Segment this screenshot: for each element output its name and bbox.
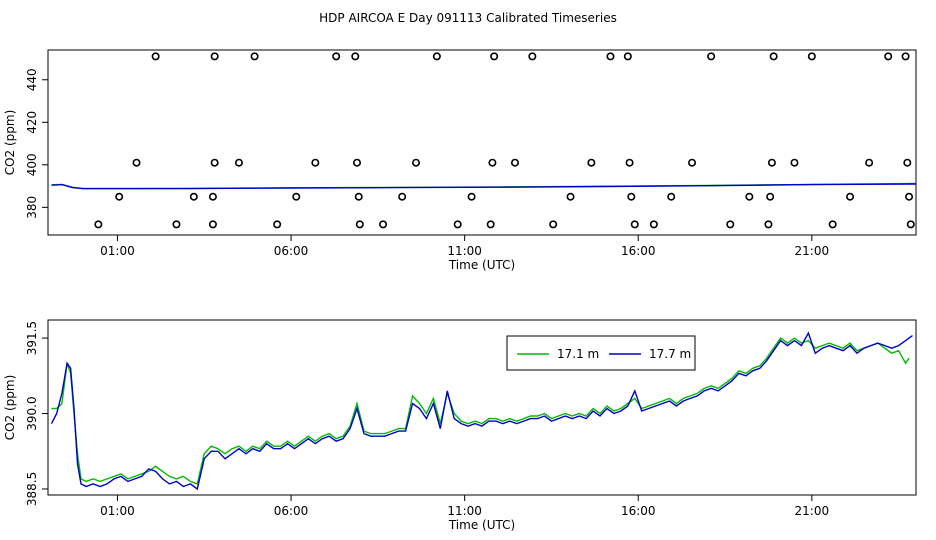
y-tick-label: 388.5: [25, 472, 39, 506]
data-point: [94, 220, 103, 229]
data-point: [549, 220, 558, 229]
data-point: [807, 52, 816, 61]
figure-title: HDP AIRCOA E Day 091113 Calibrated Times…: [319, 11, 617, 25]
data-point: [351, 52, 360, 61]
data-point: [884, 52, 893, 61]
data-point: [707, 52, 716, 61]
data-point: [528, 52, 537, 61]
data-point: [905, 192, 914, 201]
x-tick-label: 21:00: [795, 504, 830, 518]
x-tick-label: 16:00: [621, 244, 656, 258]
data-point: [769, 52, 778, 61]
data-point: [432, 52, 441, 61]
data-point: [398, 192, 407, 201]
data-point: [649, 220, 658, 229]
data-point: [353, 158, 362, 167]
data-point: [467, 192, 476, 201]
data-point: [606, 52, 615, 61]
x-tick-label: 01:00: [100, 504, 135, 518]
legend-label-2: 17.7 m: [649, 347, 691, 361]
data-point: [379, 220, 388, 229]
data-point: [490, 52, 499, 61]
x-tick-label: 11:00: [447, 244, 482, 258]
y-tick-label: 391.5: [25, 321, 39, 355]
x-tick-label: 21:00: [795, 244, 830, 258]
plot-frame: [47, 319, 917, 496]
data-point: [790, 158, 799, 167]
data-point: [208, 220, 217, 229]
data-point: [292, 192, 301, 201]
panel-bottom: 01:00 06:00 11:00 16:00 21:00 388.5 390.0 391.5…: [3, 319, 917, 532]
data-point: [486, 220, 495, 229]
data-point: [726, 220, 735, 229]
x-tick-label: 06:00: [274, 504, 309, 518]
data-point: [587, 158, 596, 167]
y-axis-label: CO2 (ppm): [3, 375, 17, 441]
plot-frame: [47, 49, 917, 236]
data-point: [332, 52, 341, 61]
data-point: [354, 192, 363, 201]
data-point: [906, 220, 915, 229]
data-point: [189, 192, 198, 201]
data-point: [510, 158, 519, 167]
data-point: [566, 192, 575, 201]
data-point: [132, 158, 141, 167]
data-point: [172, 220, 181, 229]
series-line-2: [50, 331, 913, 491]
data-point: [488, 158, 497, 167]
x-tick-label: 16:00: [621, 504, 656, 518]
data-point: [115, 192, 124, 201]
legend: 17.1 m 17.7 m: [506, 335, 696, 371]
series-line-2: [51, 183, 917, 190]
data-point: [210, 52, 219, 61]
data-point: [625, 158, 634, 167]
y-tick-label: 390.0: [25, 396, 39, 430]
x-axis-label: Time (UTC): [448, 518, 515, 532]
y-tick-label: 420: [25, 111, 39, 134]
data-point: [453, 220, 462, 229]
data-point: [865, 158, 874, 167]
panel-top: 01:00 06:00 11:00 16:00 21:00 380 400 420 440 Tim…: [3, 49, 917, 272]
series-line-1: [51, 337, 910, 485]
data-point: [234, 158, 243, 167]
legend-label-1: 17.1 m: [557, 347, 599, 361]
data-point: [311, 158, 320, 167]
data-point: [766, 192, 775, 201]
data-point: [828, 220, 837, 229]
x-tick-label: 01:00: [100, 244, 135, 258]
data-point: [901, 52, 910, 61]
data-point: [355, 220, 364, 229]
data-point: [623, 52, 632, 61]
x-tick-label: 11:00: [447, 504, 482, 518]
data-point: [210, 158, 219, 167]
legend-box: [506, 335, 696, 371]
data-point: [767, 158, 776, 167]
data-point: [630, 220, 639, 229]
y-tick-label: 440: [25, 68, 39, 91]
data-point: [412, 158, 421, 167]
y-axis-label: CO2 (ppm): [3, 110, 17, 176]
y-tick-label: 380: [25, 196, 39, 219]
data-point: [764, 220, 773, 229]
data-point: [273, 220, 282, 229]
x-tick-label: 06:00: [274, 244, 309, 258]
data-point: [846, 192, 855, 201]
data-point: [250, 52, 259, 61]
data-point: [151, 52, 160, 61]
data-point: [627, 192, 636, 201]
data-point: [745, 192, 754, 201]
y-tick-label: 400: [25, 153, 39, 176]
data-point: [667, 192, 676, 201]
data-point: [208, 192, 217, 201]
data-point: [688, 158, 697, 167]
x-axis-label: Time (UTC): [448, 258, 515, 272]
data-point: [903, 158, 912, 167]
